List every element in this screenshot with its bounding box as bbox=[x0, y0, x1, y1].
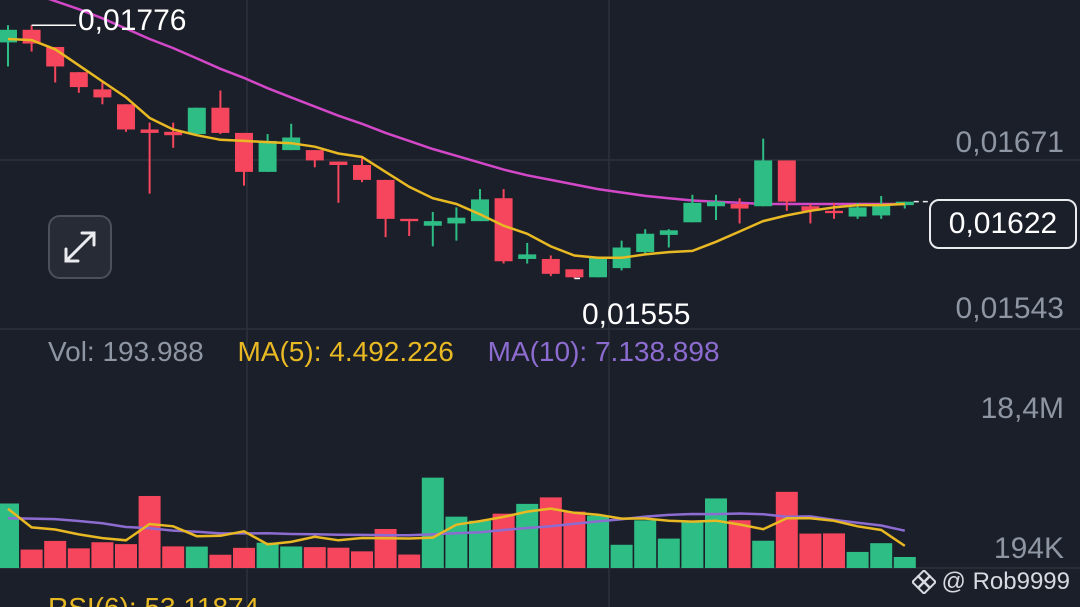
candle-up bbox=[447, 217, 466, 224]
volume-bar bbox=[823, 533, 845, 568]
candle-up bbox=[848, 207, 867, 217]
watermark-handle: @ Rob9999 bbox=[941, 568, 1070, 595]
volume-bar bbox=[634, 520, 657, 568]
price-ma5-line bbox=[7, 37, 905, 260]
candle-up bbox=[895, 201, 914, 206]
volume-bar bbox=[233, 547, 255, 568]
volume-ma10-value: MA(10): 7.138.898 bbox=[487, 336, 720, 367]
session-low-label: 0,01555 bbox=[582, 298, 691, 331]
volume-bar bbox=[280, 546, 303, 568]
volume-bar bbox=[351, 551, 373, 568]
volume-bar bbox=[657, 538, 680, 568]
volume-bar bbox=[162, 546, 185, 568]
volume-bar bbox=[681, 521, 704, 568]
candle-up bbox=[636, 233, 655, 253]
volume-bar bbox=[728, 520, 751, 568]
volume-bar bbox=[421, 477, 444, 568]
candle-up bbox=[707, 201, 725, 207]
volume-bar bbox=[445, 516, 468, 568]
volume-ma5-value: MA(5): 4.492.226 bbox=[237, 336, 454, 367]
volume-axis-label-min: 194K bbox=[993, 532, 1064, 565]
candle-up bbox=[683, 202, 702, 223]
volume-bar bbox=[44, 540, 67, 568]
candle-up bbox=[659, 230, 678, 235]
volume-bar bbox=[0, 503, 19, 568]
volume-bar bbox=[256, 542, 279, 568]
volume-axis-label-max: 18,4M bbox=[980, 392, 1064, 425]
candle-up bbox=[423, 221, 442, 226]
volume-bar bbox=[327, 547, 350, 568]
volume-bar bbox=[799, 533, 822, 568]
volume-bar bbox=[67, 548, 90, 568]
candle-up bbox=[589, 257, 607, 278]
volume-bar bbox=[398, 554, 421, 568]
volume-bar bbox=[775, 491, 798, 568]
volume-bar bbox=[610, 544, 633, 568]
volume-bar bbox=[752, 540, 775, 568]
candle-down bbox=[730, 203, 749, 209]
candle-up bbox=[872, 205, 891, 216]
candle-down bbox=[353, 165, 371, 180]
candle-down bbox=[305, 150, 324, 161]
candle-down bbox=[140, 129, 159, 133]
price-axis-label-upper: 0,01671 bbox=[955, 126, 1064, 159]
volume-bar bbox=[870, 543, 893, 568]
candle-up bbox=[518, 254, 537, 259]
volume-bar bbox=[469, 520, 491, 568]
candle-up bbox=[187, 107, 206, 135]
candle-down bbox=[400, 218, 419, 222]
volume-bar bbox=[705, 498, 727, 568]
volume-bar bbox=[209, 554, 232, 568]
session-high-label: 0,01776 bbox=[78, 4, 187, 37]
volume-bar bbox=[138, 495, 161, 568]
volume-bar bbox=[539, 497, 562, 568]
price-axis-label-lower: 0,01543 bbox=[955, 292, 1064, 325]
candle-down bbox=[211, 107, 230, 133]
candle-down bbox=[329, 161, 348, 165]
fullscreen-button[interactable] bbox=[48, 215, 112, 279]
volume-bar bbox=[516, 503, 539, 568]
candle-down bbox=[164, 131, 183, 136]
volume-bar bbox=[115, 544, 137, 568]
binance-logo-icon bbox=[911, 570, 936, 594]
volume-bar bbox=[185, 546, 208, 568]
candle-down bbox=[541, 258, 560, 274]
volume-header: Vol: 193.988 MA(5): 4.492.226 MA(10): 7.… bbox=[48, 336, 746, 368]
volume-ma5-line bbox=[7, 507, 906, 547]
candle-up bbox=[754, 160, 773, 207]
candle-down bbox=[825, 210, 843, 214]
candle-down bbox=[376, 179, 395, 219]
volume-bar bbox=[20, 549, 43, 568]
candle-down bbox=[494, 198, 513, 262]
rsi-header: RSI(6): 53,11874 bbox=[48, 592, 259, 607]
candle-up bbox=[258, 140, 277, 172]
candle-down bbox=[801, 206, 820, 211]
volume-bar bbox=[91, 542, 114, 568]
volume-bar bbox=[587, 515, 609, 568]
volume-value: Vol: 193.988 bbox=[48, 336, 204, 367]
candle-down bbox=[69, 72, 88, 88]
candle-down bbox=[117, 104, 135, 130]
volume-bar bbox=[492, 513, 515, 568]
expand-arrows-icon bbox=[64, 231, 96, 263]
current-price-badge[interactable]: 0,01622 bbox=[929, 199, 1077, 249]
volume-bar bbox=[846, 551, 869, 568]
candle-down bbox=[565, 269, 584, 278]
candle-down bbox=[777, 160, 796, 202]
volume-bar bbox=[563, 511, 586, 568]
candle-down bbox=[235, 132, 253, 172]
watermark: @ Rob9999 bbox=[911, 568, 1070, 596]
volume-ma10-line bbox=[7, 512, 906, 537]
candle-down bbox=[93, 89, 112, 98]
volume-bar bbox=[893, 556, 916, 568]
volume-bar bbox=[303, 547, 326, 568]
